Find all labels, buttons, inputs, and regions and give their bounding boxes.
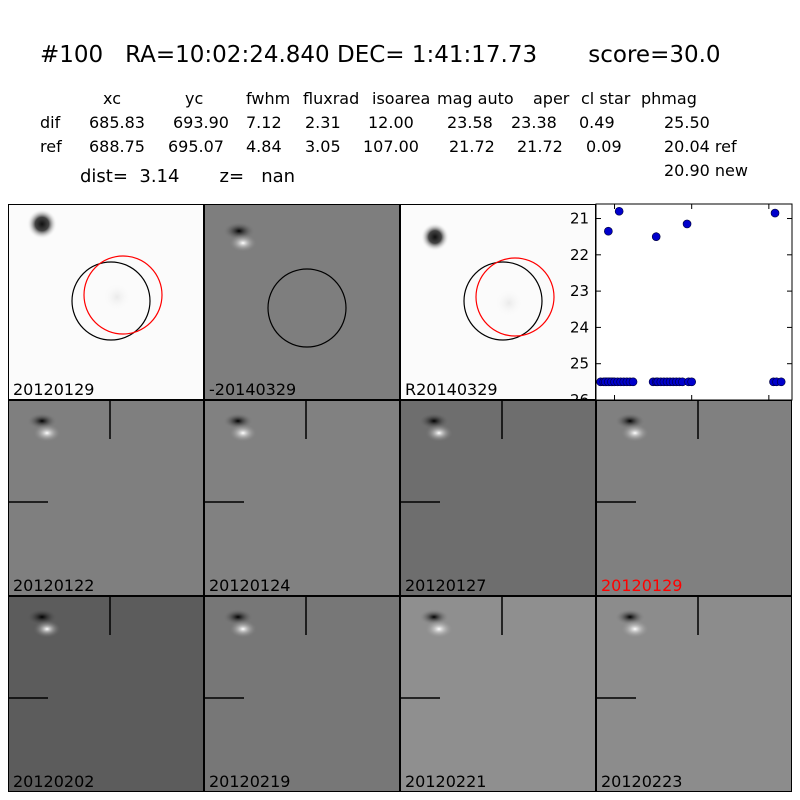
stamp-label: -20140329 xyxy=(209,380,297,399)
data-point xyxy=(770,208,780,218)
col-phmag: phmag xyxy=(641,89,697,108)
ref-label: ref xyxy=(40,137,62,156)
stamp-cell: 20120124 xyxy=(204,400,400,596)
stamp-label: 20120221 xyxy=(405,772,487,791)
dif-fwhm: 7.12 xyxy=(246,113,282,132)
stamp-label: 20120122 xyxy=(13,576,95,595)
stamp-image xyxy=(401,597,595,791)
stamp-image xyxy=(9,205,203,399)
col-mag-auto: mag auto xyxy=(437,89,514,108)
dif-mag-auto: 23.58 xyxy=(447,113,493,132)
stamp-image xyxy=(597,401,791,595)
new-phmag: 20.90 new xyxy=(664,161,748,180)
data-point xyxy=(651,232,661,241)
dif-aper: 23.38 xyxy=(511,113,557,132)
stamp-image xyxy=(9,401,203,595)
stamp-cell: 20120129 xyxy=(596,400,792,596)
stamp-cell: 20120223 xyxy=(596,596,792,792)
stamp-label: 20120202 xyxy=(13,772,95,791)
y-tick-label: 23 xyxy=(570,282,589,300)
y-tick-label: 22 xyxy=(570,246,589,264)
stamp-label: 20120124 xyxy=(209,576,291,595)
stamp-diff: -20140329 xyxy=(204,204,400,400)
dif-isoarea: 12.00 xyxy=(368,113,414,132)
aperture-circle-black xyxy=(71,261,151,341)
aperture-circle-black xyxy=(463,261,543,341)
col-fwhm: fwhm xyxy=(246,89,291,108)
dif-phmag: 25.50 xyxy=(664,113,710,132)
stamp-ref: R20140329 xyxy=(400,204,596,400)
col-isoarea: isoarea xyxy=(372,89,431,108)
stamp-image xyxy=(205,401,399,595)
y-tick-label: 24 xyxy=(570,318,589,336)
stamp-label: 20120223 xyxy=(601,772,683,791)
dif-yc: 693.90 xyxy=(173,113,229,132)
stamp-label: 20120129 xyxy=(13,380,95,399)
ref-aper: 21.72 xyxy=(517,137,563,156)
dif-label: dif xyxy=(40,113,61,132)
data-point xyxy=(687,377,696,387)
y-tick-label: 25 xyxy=(570,355,589,373)
stamp-label: 20120219 xyxy=(209,772,291,791)
stamp-label: 20120129 xyxy=(601,576,683,595)
stamp-image xyxy=(401,205,595,399)
stamp-image xyxy=(401,401,595,595)
ref-fwhm: 4.84 xyxy=(246,137,282,156)
ref-phmag: 20.04 ref xyxy=(664,137,737,156)
ref-cl-star: 0.09 xyxy=(586,137,622,156)
col-fluxrad: fluxrad xyxy=(303,89,360,108)
stamp-cell: 20120219 xyxy=(204,596,400,792)
stamp-image xyxy=(205,597,399,791)
stamp-cell: 20120127 xyxy=(400,400,596,596)
page-title: #100 RA=10:02:24.840 DEC= 1:41:17.73 sco… xyxy=(40,42,721,68)
plot-frame xyxy=(595,203,793,401)
stamp-label: R20140329 xyxy=(405,380,498,399)
data-point xyxy=(614,206,624,216)
light-curve-svg: 212223242526050100 xyxy=(570,203,793,421)
data-point xyxy=(628,377,638,387)
col-aper: aper xyxy=(533,89,570,108)
stamp-cell: 20120221 xyxy=(400,596,596,792)
stamp-image xyxy=(205,205,399,399)
aperture-circle-red xyxy=(83,255,163,335)
stamp-label: 20120127 xyxy=(405,576,487,595)
col-cl-star: cl star xyxy=(581,89,631,108)
stamp-image xyxy=(597,597,791,791)
aperture-circle-red xyxy=(475,257,555,337)
stamp-cell: 20120122 xyxy=(8,400,204,596)
light-curve-chart: 212223242526050100 xyxy=(570,203,793,421)
dif-xc: 685.83 xyxy=(89,113,145,132)
data-point xyxy=(682,219,692,229)
dif-cl-star: 0.49 xyxy=(579,113,615,132)
ref-xc: 688.75 xyxy=(89,137,145,156)
dist-z-line: dist= 3.14 z= nan xyxy=(80,166,296,187)
aperture-circle-black xyxy=(267,268,347,348)
dif-fluxrad: 2.31 xyxy=(305,113,341,132)
data-point xyxy=(604,226,613,236)
ref-fluxrad: 3.05 xyxy=(305,137,341,156)
stamp-cell: 20120202 xyxy=(8,596,204,792)
y-tick-label: 21 xyxy=(570,210,589,228)
col-yc: yc xyxy=(185,89,204,108)
ref-yc: 695.07 xyxy=(168,137,224,156)
stamp-new: 20120129 xyxy=(8,204,204,400)
data-point xyxy=(776,377,786,387)
ref-isoarea: 107.00 xyxy=(363,137,419,156)
stamp-image xyxy=(9,597,203,791)
col-xc: xc xyxy=(103,89,121,108)
ref-mag-auto: 21.72 xyxy=(449,137,495,156)
